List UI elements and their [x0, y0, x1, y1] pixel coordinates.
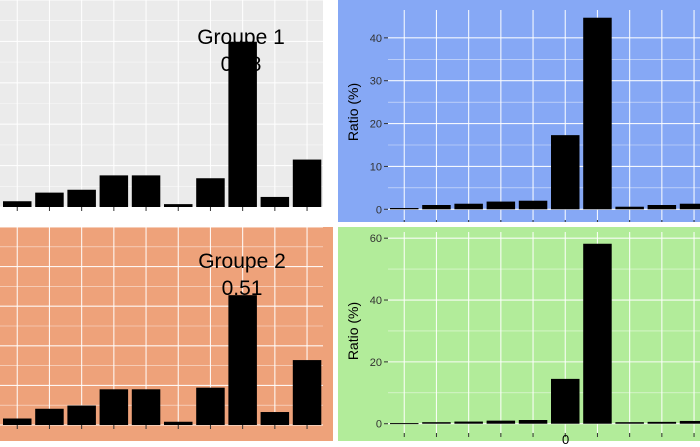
- bar-5: [131, 389, 161, 425]
- bar-1: [3, 418, 32, 425]
- bar-2: [422, 205, 451, 210]
- title-line-group-name: Groupe 2: [198, 250, 286, 273]
- y-tick-label: 30: [370, 76, 382, 88]
- panel-title-groupe-1: Groupe 1 0.58: [166, 24, 316, 78]
- title-line-group-name: Groupe 1: [197, 26, 285, 49]
- bar-1: [3, 201, 32, 207]
- bar-7: [583, 17, 612, 210]
- bar-8: [228, 41, 257, 207]
- bar-3: [67, 405, 96, 425]
- chart-panel-groupe-2: Groupe 2 0.51: [0, 227, 333, 441]
- y-axis-label: Ratio (%): [345, 82, 361, 142]
- bar-6: [551, 378, 580, 424]
- plot-area: [388, 10, 700, 220]
- bar-4: [99, 389, 129, 425]
- y-axis-label: Ratio (%): [345, 301, 361, 361]
- title-line-score: 0.58: [220, 53, 262, 76]
- y-tick-label: 40: [370, 33, 382, 45]
- bar-4: [486, 420, 516, 424]
- plot-area: [388, 232, 700, 433]
- bar-6: [551, 135, 580, 210]
- y-tick-label: 60: [370, 233, 382, 245]
- x-tick-label-fragment: 0: [562, 432, 570, 447]
- y-tick-label: 10: [370, 161, 382, 173]
- bar-9: [647, 205, 677, 210]
- bar-6: [164, 421, 193, 425]
- bar-5: [518, 420, 548, 424]
- chart-panel-ratio-bottom: 0 20 40 60 Ratio (%): [338, 227, 700, 441]
- bar-10: [679, 420, 700, 424]
- bar-8: [228, 295, 257, 425]
- y-tick-label: 0: [376, 204, 382, 216]
- panel-title-groupe-2: Groupe 2 0.51: [167, 248, 317, 302]
- bar-4: [99, 175, 129, 207]
- bar-3: [67, 189, 96, 207]
- y-tick-label: 40: [370, 295, 382, 307]
- y-tick-label: 20: [370, 357, 382, 369]
- bar-4: [486, 201, 516, 210]
- bar-10: [292, 159, 322, 207]
- bar-8: [615, 422, 644, 424]
- chart-svg-groupe-2: [0, 227, 333, 441]
- bar-1: [390, 208, 419, 210]
- bar-9: [260, 196, 290, 207]
- bar-7: [583, 243, 612, 424]
- chart-svg-groupe-1: [0, 0, 323, 211]
- bar-8: [615, 206, 644, 210]
- bar-1: [390, 423, 419, 425]
- bar-3: [454, 421, 483, 424]
- bar-10: [292, 360, 322, 425]
- bar-7: [196, 387, 225, 425]
- chart-panel-groupe-1: Groupe 1 0.58: [0, 0, 335, 215]
- bar-5: [131, 175, 161, 207]
- chart-svg-ratio-top: 0 10 20 30 40: [338, 0, 700, 222]
- bar-7: [196, 178, 225, 207]
- bar-2: [35, 408, 64, 425]
- bar-9: [647, 421, 677, 424]
- bar-6: [164, 204, 193, 207]
- chart-panel-ratio-top: 0 10 20 30 40 Ratio (%): [338, 0, 700, 222]
- chart-svg-ratio-bottom: 0 20 40 60: [338, 227, 700, 441]
- y-tick-label: 0: [376, 419, 382, 431]
- bar-2: [35, 192, 64, 207]
- bar-9: [260, 412, 290, 425]
- bar-10: [679, 203, 700, 210]
- bar-5: [518, 200, 548, 210]
- bar-3: [454, 203, 483, 210]
- bar-2: [422, 422, 451, 424]
- y-tick-label: 20: [370, 119, 382, 131]
- title-line-score: 0.51: [221, 277, 263, 300]
